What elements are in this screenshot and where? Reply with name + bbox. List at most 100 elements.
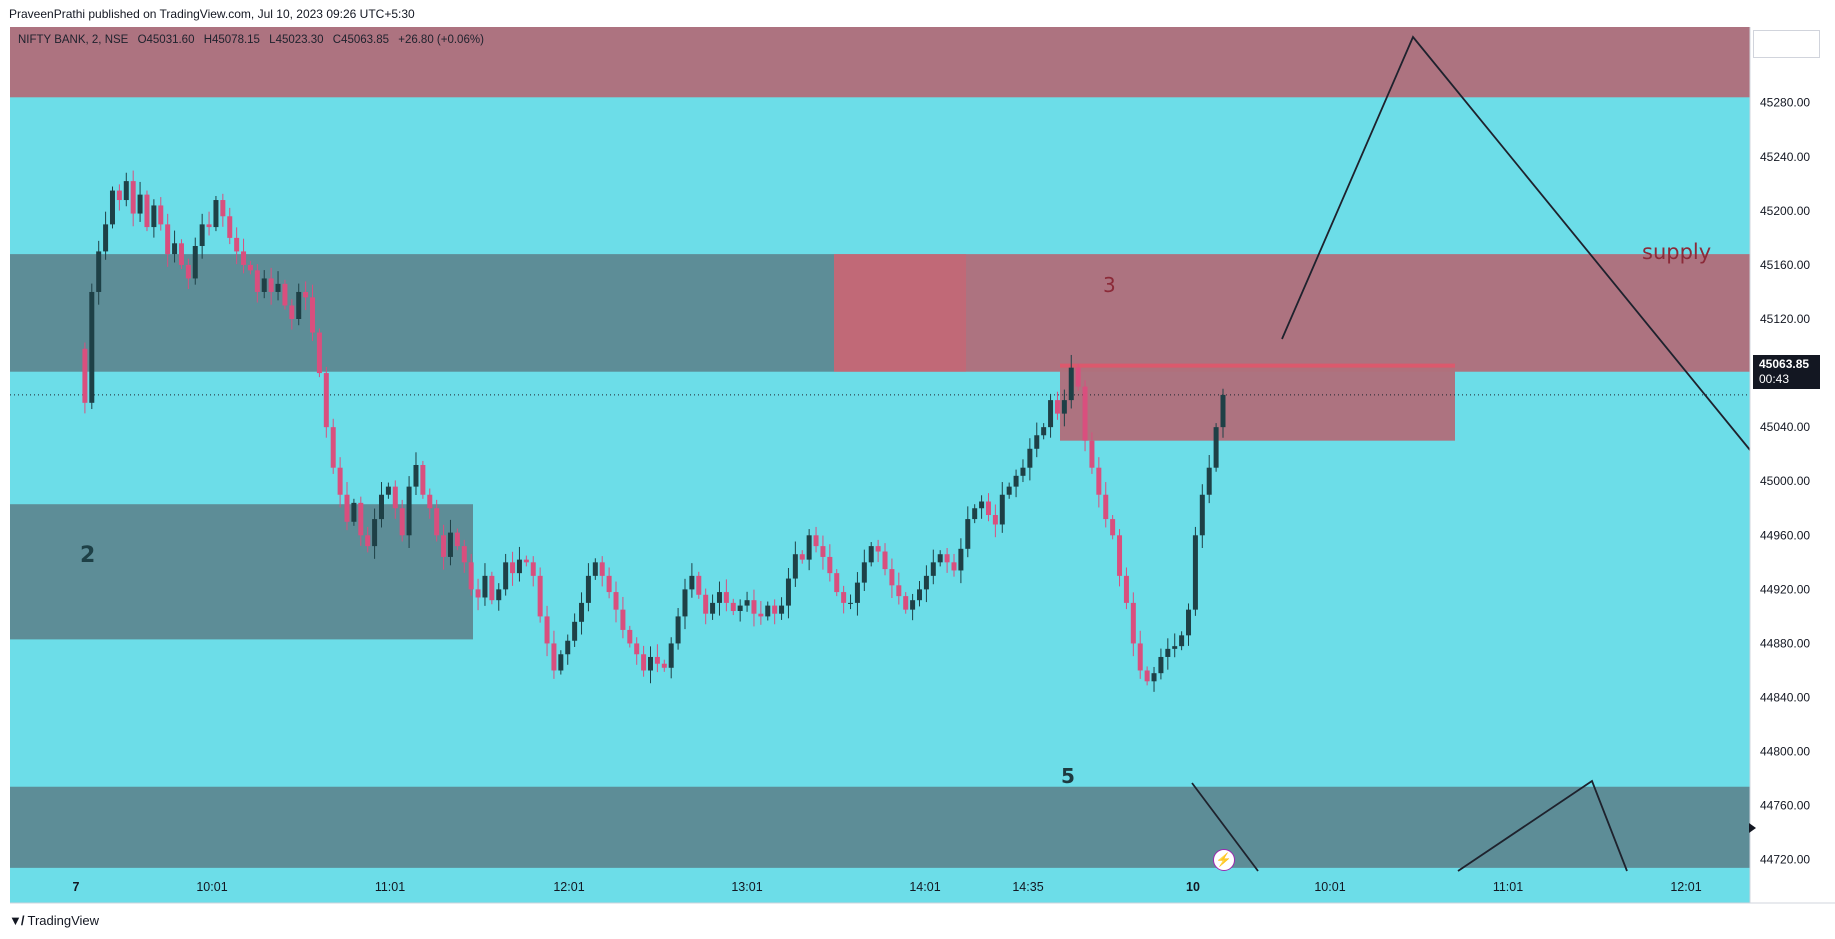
candle-body <box>1089 440 1095 468</box>
candle-body <box>992 515 998 525</box>
drawing-layer <box>1191 35 1751 872</box>
candle-body <box>1220 394 1226 428</box>
candle-body <box>489 575 495 601</box>
time-tick-label: 11:01 <box>375 880 405 894</box>
candle-body <box>930 562 936 576</box>
time-tick-label: 10:01 <box>1314 880 1345 894</box>
candle-body <box>1110 519 1116 536</box>
candle-body <box>441 535 447 557</box>
time-axis[interactable]: 7 10:01 11:01 12:01 13:01 14:01 14:35 10 10:01 11… <box>0 871 1835 904</box>
candle-body <box>234 237 240 252</box>
candle-body <box>503 562 509 590</box>
legend-change: +26.80 (+0.06%) <box>398 34 484 46</box>
candle-body <box>337 467 343 495</box>
candle-body <box>606 575 612 593</box>
candle-body <box>434 508 440 536</box>
candle-body <box>1048 400 1054 428</box>
candle-body <box>392 486 398 509</box>
time-tick-label: 12:01 <box>553 880 584 894</box>
candle-body <box>516 559 522 574</box>
candle-body <box>951 562 957 571</box>
projection-line-1 <box>1281 35 1751 451</box>
candle-body <box>1123 575 1129 603</box>
candle-body <box>282 283 288 306</box>
candle-body <box>806 535 812 560</box>
last-price-value: 45063.85 <box>1759 357 1810 371</box>
candle-body <box>627 629 633 644</box>
candle-body <box>944 554 950 563</box>
legend-low: L45023.30 <box>269 34 324 46</box>
price-tick-label: 44960.00 <box>1760 528 1810 542</box>
candle-body <box>1034 435 1040 449</box>
candle-body <box>634 643 640 655</box>
legend-close: C45063.85 <box>332 34 390 46</box>
scale-arrow-icon[interactable] <box>1749 823 1756 833</box>
price-tick-label: 45000.00 <box>1760 474 1810 488</box>
candle-body <box>358 502 364 536</box>
candle-body <box>551 643 557 671</box>
zone-label-2: 2 <box>80 543 96 568</box>
legend-symbol: NIFTY BANK, 2, NSE <box>18 34 129 46</box>
candle-body <box>1041 427 1047 436</box>
time-tick-label: 14:01 <box>909 880 940 894</box>
price-tick-label: 44760.00 <box>1760 799 1810 813</box>
zone-top-band <box>10 27 1750 98</box>
price-tick-label: 45200.00 <box>1760 204 1810 218</box>
candle-body <box>296 291 302 319</box>
candle-body <box>482 575 488 598</box>
candle-body <box>89 291 95 403</box>
candle-body <box>861 562 867 583</box>
branding[interactable]: ▼/ TradingView <box>9 913 99 928</box>
candle-body <box>854 582 860 603</box>
candle-body <box>985 501 991 516</box>
candle-body <box>165 224 171 255</box>
candle-body <box>468 562 474 590</box>
zone-label-5: 5 <box>1061 764 1075 788</box>
candle-body <box>1206 467 1212 495</box>
candle-body <box>737 605 743 611</box>
publisher-line: PraveenPrathi published on TradingView.c… <box>9 7 415 21</box>
candle-body <box>765 605 771 617</box>
candle-body <box>599 562 605 576</box>
candle-body <box>303 291 309 298</box>
candle-body <box>289 305 295 319</box>
candle-body <box>751 600 757 614</box>
candle-body <box>199 224 205 246</box>
legend-open: O45031.60 <box>137 34 195 46</box>
candle-body <box>510 562 516 574</box>
candle-body <box>351 502 357 522</box>
lightning-icon[interactable]: ⚡ <box>1213 849 1235 871</box>
zone-demand-1 <box>10 254 834 372</box>
candle-body <box>344 494 350 522</box>
zone-supply-3 <box>1060 363 1455 441</box>
candle-body <box>896 585 902 597</box>
candle-body <box>917 589 923 601</box>
candle-body <box>496 589 502 601</box>
price-axis[interactable]: 45280.00 45240.00 45200.00 45160.00 45120.00… <box>1749 27 1835 903</box>
candle-body <box>330 427 336 468</box>
candle-body <box>689 575 695 590</box>
price-tick-label: 44880.00 <box>1760 636 1810 650</box>
candle-body <box>316 332 322 374</box>
candle-body <box>310 297 316 333</box>
candle-body <box>758 613 764 617</box>
candle-body <box>620 609 626 630</box>
candle-body <box>130 181 136 214</box>
candle-body <box>1151 673 1157 682</box>
candle-body <box>1020 467 1026 476</box>
candle-body <box>220 200 226 217</box>
candle-body <box>420 465 426 495</box>
price-axis-bg <box>1750 27 1835 903</box>
candle-body <box>675 616 681 644</box>
zone-demand-2 <box>10 504 473 640</box>
candle-body <box>1082 386 1088 441</box>
price-tick-label: 45040.00 <box>1760 420 1810 434</box>
ohlc-legend: NIFTY BANK, 2, NSE O45031.60 H45078.15 L… <box>18 34 490 46</box>
last-price-label: 45063.85 00:43 <box>1753 355 1820 389</box>
candle-body <box>1054 400 1060 414</box>
candle-body <box>82 348 88 403</box>
price-tick-label: 45240.00 <box>1760 150 1810 164</box>
settings-box[interactable] <box>1753 30 1820 58</box>
candle-body <box>592 562 598 576</box>
